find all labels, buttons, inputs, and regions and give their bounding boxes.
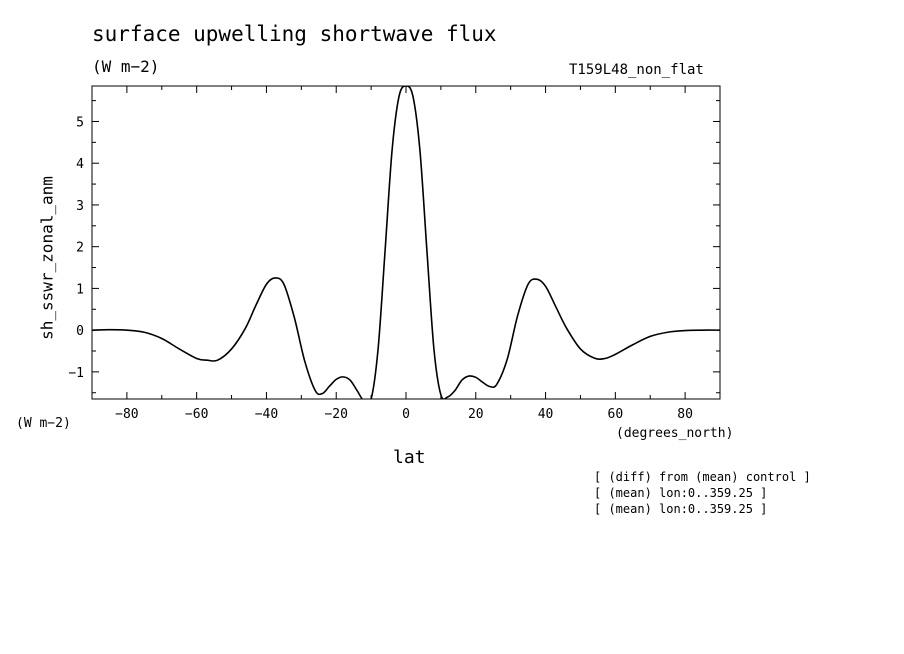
y-tick-label: 5 xyxy=(76,115,84,130)
x-tick-label: 20 xyxy=(468,407,484,422)
chart-title: surface upwelling shortwave flux xyxy=(92,22,497,46)
y-tick-label: 2 xyxy=(76,241,84,256)
x-tick-label: 60 xyxy=(608,407,624,422)
x-tick-label: −40 xyxy=(255,407,278,422)
x-axis-label: lat xyxy=(393,447,426,468)
note-line: [ (mean) lon:0..359.25 ] xyxy=(594,486,768,500)
y-axis-units: (W m−2) xyxy=(16,416,71,431)
x-tick-label: −20 xyxy=(324,407,347,422)
x-tick-label: 0 xyxy=(402,407,410,422)
note-line: [ (diff) from (mean) control ] xyxy=(594,470,811,484)
note-line: [ (mean) lon:0..359.25 ] xyxy=(594,502,768,516)
plot-frame xyxy=(91,85,721,400)
x-tick-label: 80 xyxy=(677,407,693,422)
axis-ticks xyxy=(91,86,721,399)
tick-labels: −80 −60 −40 −20 0 20 40 60 80 −1 0 1 2 3 4 5 xyxy=(68,115,693,422)
x-tick-label: −60 xyxy=(185,407,208,422)
chart-units: (W m−2) xyxy=(92,57,160,76)
data-line xyxy=(92,86,720,399)
x-tick-label: 40 xyxy=(538,407,554,422)
run-label: T159L48_non_flat xyxy=(569,62,704,78)
y-tick-label: 3 xyxy=(76,199,84,214)
x-tick-label: −80 xyxy=(115,407,138,422)
x-axis-units: (degrees_north) xyxy=(616,426,734,441)
y-tick-label: 1 xyxy=(76,282,84,297)
y-tick-label: −1 xyxy=(68,366,84,381)
y-tick-label: 0 xyxy=(76,324,84,339)
y-tick-label: 4 xyxy=(76,157,84,172)
